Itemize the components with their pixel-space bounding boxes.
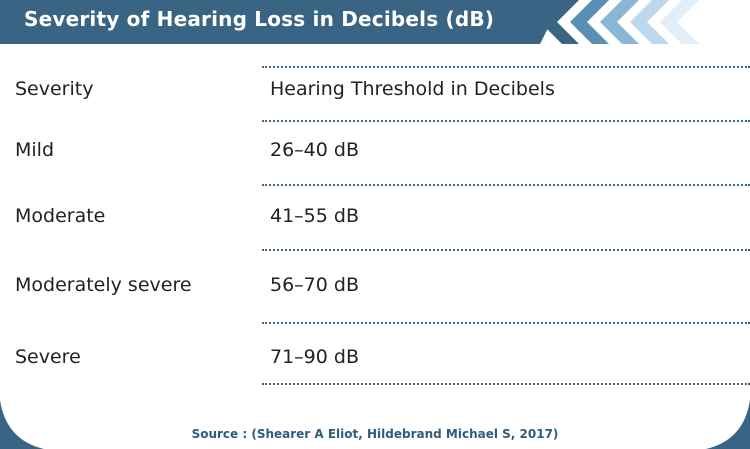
chevron-3-icon (600, 0, 639, 44)
chevron-5-icon (660, 0, 699, 44)
row-moderate-severity: Moderate (15, 205, 106, 227)
bottom-curve-decoration (0, 400, 750, 449)
page-title: Severity of Hearing Loss in Decibels (dB… (24, 7, 495, 31)
row-severe-severity: Severe (15, 346, 81, 368)
table-rule (262, 184, 750, 186)
row-moderate-threshold: 41–55 dB (270, 205, 359, 227)
table-rule (262, 322, 750, 324)
header-severity: Severity (15, 78, 94, 100)
table-rule (262, 249, 750, 251)
chevron-1-icon (540, 0, 579, 44)
source-caption: Source : (Shearer A Eliot, Hildebrand Mi… (191, 427, 559, 441)
header-threshold: Hearing Threshold in Decibels (270, 78, 555, 100)
table-rule (262, 383, 750, 385)
table-rule (262, 66, 750, 68)
row-severe-threshold: 71–90 dB (270, 346, 359, 368)
table-rule (262, 120, 750, 122)
title-banner: Severity of Hearing Loss in Decibels (dB… (0, 0, 750, 44)
chevron-4-icon (630, 0, 669, 44)
row-moderately-severe-severity: Moderately severe (15, 274, 192, 296)
banner-graphic (0, 0, 699, 44)
row-moderately-severe-threshold: 56–70 dB (270, 274, 359, 296)
row-mild-severity: Mild (15, 139, 55, 161)
chevron-2-icon (570, 0, 609, 44)
banner-bar (0, 0, 562, 44)
row-mild-threshold: 26–40 dB (270, 139, 359, 161)
